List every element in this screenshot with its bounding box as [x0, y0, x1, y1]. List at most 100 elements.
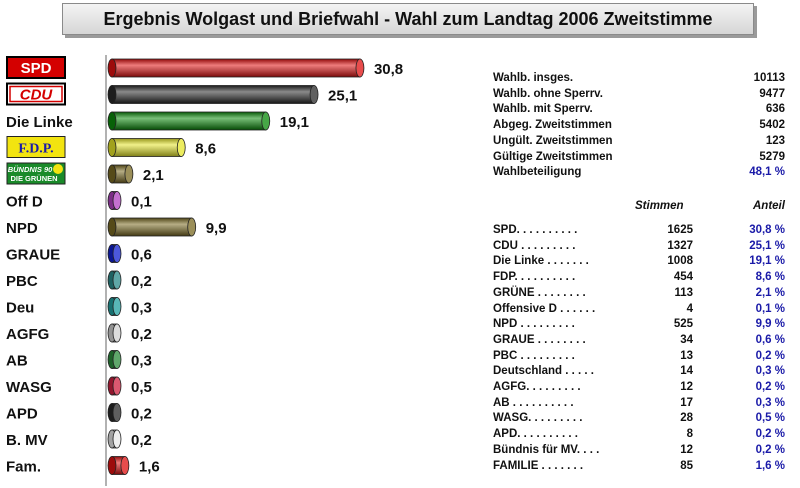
bar-value-labels: 30,8 25,1 19,1 8,6 2,1 0,1 9,9 0,6 0,2 0,3 0,2 0,3 0…: [131, 61, 403, 476]
bar-value-label: 0,1: [131, 194, 152, 211]
result-votes: 12: [680, 381, 693, 393]
stat-label: Wahlb. ohne Sperrv.: [493, 87, 603, 100]
result-percent: 0,6 %: [755, 333, 785, 346]
result-votes: 113: [674, 286, 693, 299]
bar-value-label: 0,2: [131, 326, 152, 343]
result-party: FDP. . . . . . . . . .: [493, 271, 576, 284]
bar-value-label: 0,3: [131, 300, 152, 317]
stimmen-header: Stimmen: [635, 200, 684, 212]
chart-title: Ergebnis Wolgast und Briefwahl - Wahl zu…: [103, 9, 713, 29]
stat-label: Gültige Zweitstimmen: [493, 150, 613, 163]
result-percent: 0,5 %: [755, 412, 785, 425]
result-percent: 9,9 %: [755, 318, 785, 331]
category-label: Fam.: [6, 459, 41, 476]
bar-value-label: 0,2: [131, 406, 152, 423]
result-party: Offensive D . . . . . .: [493, 302, 596, 315]
bar: [107, 111, 271, 131]
result-party: CDU . . . . . . . . .: [493, 239, 576, 252]
result-row: FDP. . . . . . . . . . 454 8,6 %: [493, 271, 793, 287]
stat-row: Wahlb. mit Sperrv. 636: [493, 103, 793, 119]
result-party: Deutschland . . . . .: [493, 365, 594, 378]
category-label: B. MV: [6, 432, 48, 449]
result-percent: 0,3 %: [755, 365, 785, 378]
result-votes: 8: [686, 428, 693, 441]
result-row: GRAUE . . . . . . . . 34 0,6 %: [493, 334, 793, 350]
category-label: GRAUE: [6, 247, 60, 264]
bar: [107, 403, 122, 422]
category-label: AB: [6, 353, 28, 370]
result-percent: 25,1 %: [749, 239, 785, 252]
anteil-header: Anteil: [753, 200, 785, 212]
result-votes: 85: [680, 459, 693, 472]
stat-row: Abgeg. Zweitstimmen 5402: [493, 119, 793, 135]
stat-value: 9477: [759, 87, 785, 100]
result-percent: 0,1 %: [755, 302, 785, 315]
bar-value-label: 8,6: [195, 141, 216, 158]
result-party: PBC . . . . . . . . .: [493, 349, 575, 362]
bar-value-label: 25,1: [328, 88, 357, 105]
stat-row: Ungült. Zweitstimmen 123: [493, 135, 793, 151]
bar: [107, 85, 319, 104]
bar: [107, 376, 122, 396]
sunflower-icon: [53, 164, 63, 174]
fdp-logo: F.D.P.: [6, 136, 66, 158]
category-label: Die Linke: [6, 114, 73, 131]
stat-value: 10113: [753, 72, 785, 84]
result-party: FAMILIE . . . . . . .: [493, 459, 584, 472]
result-row: Die Linke . . . . . . . 1008 19,1 %: [493, 255, 793, 271]
result-party: GRÜNE . . . . . . . .: [493, 286, 586, 299]
gruene-logo-line2: DIE GRÜNEN: [10, 174, 57, 183]
category-label: Deu: [6, 300, 34, 317]
result-percent: 0,2 %: [755, 349, 785, 362]
category-label: AGFG: [6, 326, 49, 343]
result-votes: 28: [680, 412, 693, 425]
bar: [107, 191, 122, 210]
stat-value: 123: [765, 134, 785, 147]
bar-value-label: 0,2: [131, 432, 152, 449]
result-percent: 0,3 %: [755, 396, 785, 409]
result-votes: 17: [680, 396, 693, 409]
result-percent: 2,1 %: [755, 286, 785, 299]
category-label: PBC: [6, 273, 38, 290]
result-row: AB . . . . . . . . . . 17 0,3 %: [493, 397, 793, 413]
bar-value-label: 0,5: [131, 379, 152, 396]
stat-row: Wahlb. ohne Sperrv. 9477: [493, 88, 793, 104]
bar: [107, 429, 122, 449]
stat-row: Gültige Zweitstimmen 5279: [493, 151, 793, 167]
cdu-logo-text: CDU: [20, 87, 54, 104]
stat-value: 5279: [759, 150, 785, 163]
stat-percent: 48,1 %: [749, 166, 785, 179]
result-votes: 14: [680, 365, 693, 378]
bar-value-label: 1,6: [139, 459, 160, 476]
stat-label: Wahlb. insges.: [493, 72, 574, 84]
category-label: WASG: [6, 379, 52, 396]
stat-row: Wahlbeteiligung 48,1 %: [493, 166, 793, 182]
result-party: SPD. . . . . . . . . .: [493, 224, 578, 236]
result-votes: 1008: [667, 255, 693, 268]
stat-label: Wahlbeteiligung: [493, 166, 582, 179]
bars: [107, 58, 365, 475]
stat-value: 636: [765, 103, 785, 116]
gruene-logo-line1: BÜNDNIS 90: [8, 165, 53, 174]
result-party: GRAUE . . . . . . . .: [493, 333, 586, 346]
bar: [107, 323, 122, 343]
result-row: FAMILIE . . . . . . . 85 1,6 %: [493, 460, 793, 476]
bar-value-label: 30,8: [374, 61, 403, 78]
bar: [107, 138, 186, 157]
result-row: Bündnis für MV. . . . 12 0,2 %: [493, 444, 793, 460]
stat-label: Ungült. Zweitstimmen: [493, 134, 613, 147]
result-party: WASG. . . . . . . . .: [493, 412, 583, 425]
result-row: AGFG. . . . . . . . . 12 0,2 %: [493, 381, 793, 397]
bar: [107, 297, 122, 316]
result-percent: 0,2 %: [755, 428, 785, 441]
bar-value-label: 0,6: [131, 247, 152, 264]
result-row: WASG. . . . . . . . . 28 0,5 %: [493, 412, 793, 428]
bar-value-label: 9,9: [206, 220, 227, 237]
chart-title-box: Ergebnis Wolgast und Briefwahl - Wahl zu…: [62, 3, 754, 35]
category-label: NPD: [6, 220, 38, 237]
result-row: GRÜNE . . . . . . . . 113 2,1 %: [493, 287, 793, 303]
category-label: Off D: [6, 194, 43, 211]
result-votes: 12: [680, 443, 693, 456]
